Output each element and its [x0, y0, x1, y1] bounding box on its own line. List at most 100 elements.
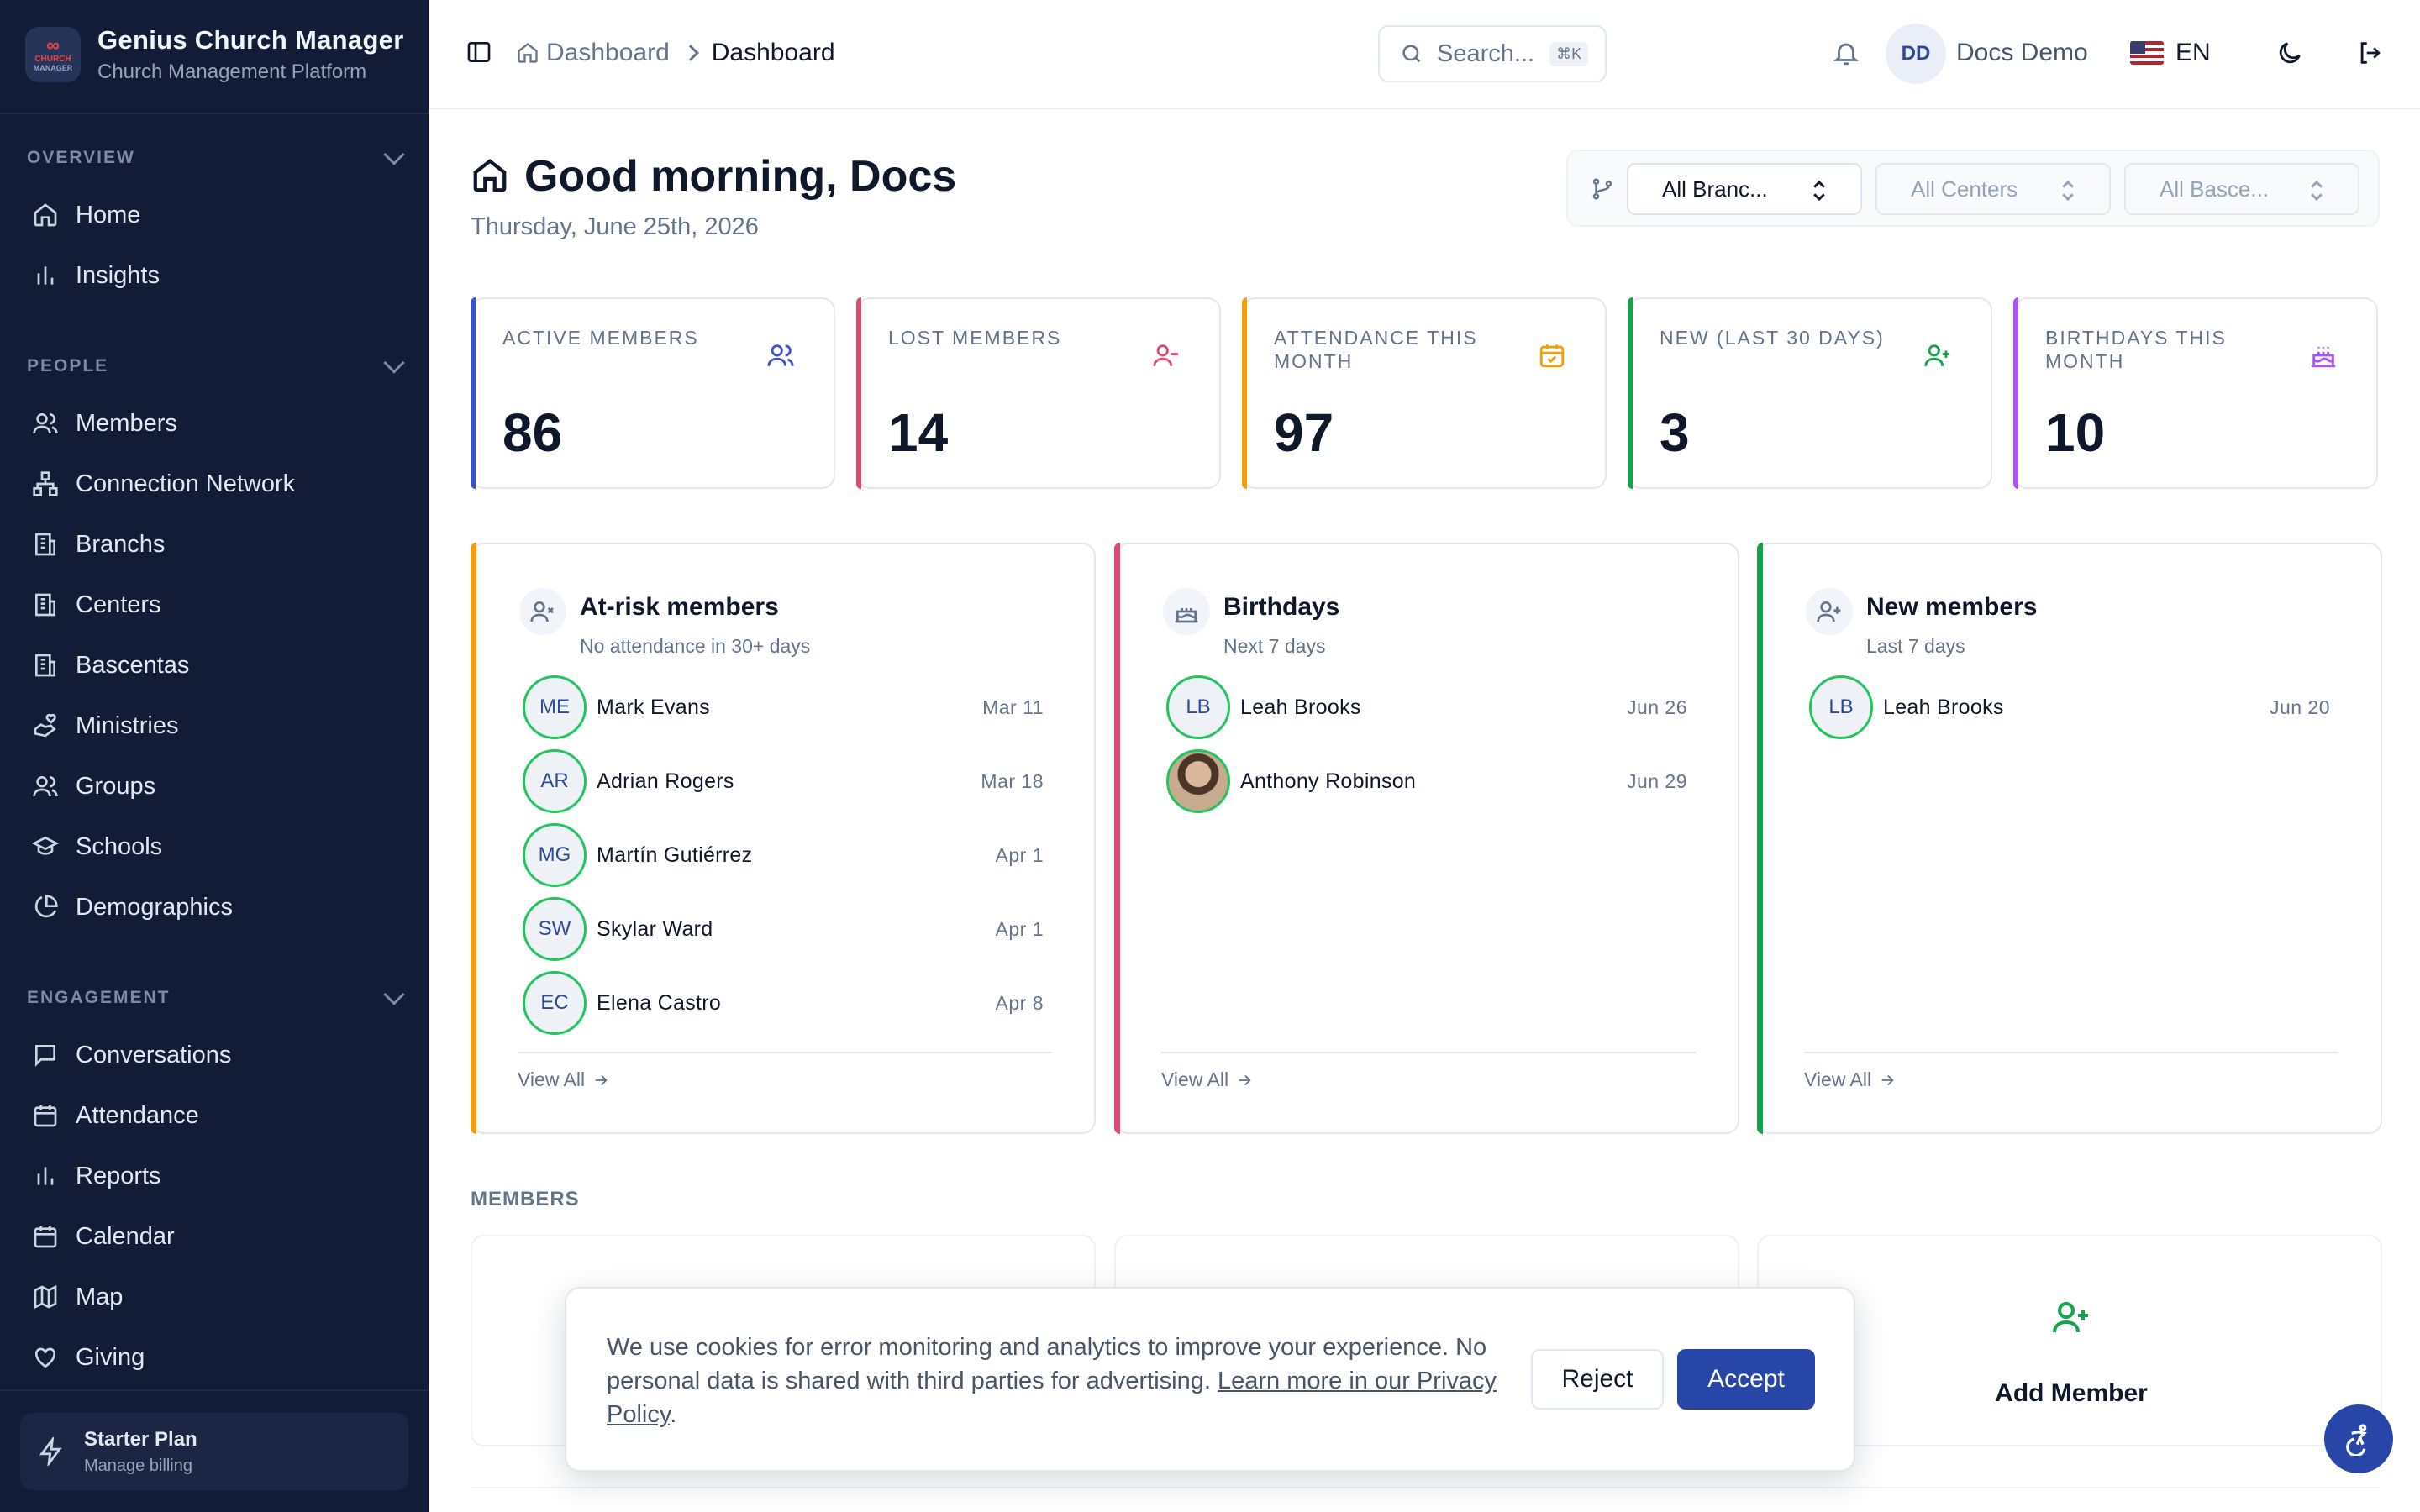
sidebar-item-giving[interactable]: Giving [0, 1327, 429, 1388]
member-date: Jun 26 [1626, 696, 1687, 718]
accessibility-icon [2346, 1424, 2367, 1456]
reject-button[interactable]: Reject [1531, 1349, 1664, 1410]
card-divider [518, 1052, 1052, 1053]
home-icon [518, 43, 538, 63]
app-logo: ∞ CHURCH MANAGER [25, 27, 81, 82]
card-divider [1804, 1052, 2338, 1053]
list-item[interactable]: MG Martín Gutiérrez Apr 1 [523, 823, 1044, 887]
calendar-check-icon [34, 1105, 57, 1127]
list-item[interactable]: LB Leah Brooks Jun 20 [1809, 675, 2330, 739]
accessibility-button[interactable] [2324, 1404, 2393, 1473]
sidebar-item-calendar[interactable]: Calendar [0, 1206, 429, 1267]
list-item[interactable]: AR Adrian Rogers Mar 18 [523, 749, 1044, 813]
sidebar-item-demographics[interactable]: Demographics [0, 877, 429, 937]
search-icon [1402, 45, 1421, 63]
sidebar-item-home[interactable]: Home [0, 185, 429, 245]
user-avatar[interactable]: DD [1886, 24, 1946, 84]
sidebar-item-reports[interactable]: Reports [0, 1146, 429, 1206]
logout-icon[interactable] [2356, 39, 2385, 67]
sidebar-item-ministries[interactable]: Ministries [0, 696, 429, 756]
view-all-link[interactable]: View All [1161, 1068, 1254, 1091]
section-header-overview[interactable]: OVERVIEW [0, 141, 429, 175]
users-icon [33, 413, 58, 434]
sidebar-item-groups[interactable]: Groups [0, 756, 429, 816]
moon-icon[interactable] [2275, 39, 2304, 67]
building-icon [34, 654, 55, 677]
stat-card-attendance[interactable]: ATTENDANCE THIS MONTH 97 [1242, 297, 1607, 489]
stat-label: BIRTHDAYS THIS MONTH [2045, 327, 2227, 372]
sidebar-item-centers[interactable]: Centers [0, 575, 429, 635]
view-all-link[interactable]: View All [518, 1068, 610, 1091]
privacy-policy-link[interactable]: Learn more in our Privacy Policy [607, 1368, 1497, 1428]
stat-card-active-members[interactable]: ACTIVE MEMBERS 86 [471, 297, 835, 489]
chevrons-up-down-icon [1813, 180, 1825, 202]
sidebar-item-connection-network[interactable]: Connection Network [0, 454, 429, 514]
stat-card-birthdays[interactable]: BIRTHDAYS THIS MONTH 10 [2013, 297, 2378, 489]
arrow-right-icon [1239, 1074, 1251, 1085]
language-selector[interactable]: EN [2130, 39, 2211, 67]
sidebar-item-branchs[interactable]: Branchs [0, 514, 429, 575]
card-icon [1163, 588, 1210, 635]
lightning-icon [39, 1437, 62, 1466]
sidebar-item-conversations[interactable]: Conversations [0, 1025, 429, 1085]
stat-card-lost-members[interactable]: LOST MEMBERS 14 [856, 297, 1221, 489]
pie-chart-icon [34, 895, 58, 918]
member-name: Elena Castro [597, 990, 722, 1015]
filter-bar: All Branc... All Centers All Basce... [1566, 150, 2380, 227]
sidebar-item-map[interactable]: Map [0, 1267, 429, 1327]
sidebar-toggle-icon[interactable] [466, 39, 492, 66]
message-icon [35, 1045, 55, 1067]
card-accent-bar [1114, 543, 1120, 1134]
brand[interactable]: ∞ CHURCH MANAGER Genius Church Manager C… [25, 25, 404, 84]
section-header-engagement[interactable]: ENGAGEMENT [0, 981, 429, 1015]
view-all-link[interactable]: View All [1804, 1068, 1897, 1091]
stat-label: ACTIVE MEMBERS [502, 327, 699, 349]
chevron-down-icon [383, 352, 405, 374]
sidebar-item-insights[interactable]: Insights [0, 245, 429, 306]
plan-billing-button[interactable]: Starter Plan Manage billing [20, 1413, 408, 1490]
chevron-down-icon [383, 144, 405, 165]
list-item[interactable]: EC Elena Castro Apr 8 [523, 971, 1044, 1035]
card-accent-bar [471, 543, 476, 1134]
stat-value: 14 [888, 402, 949, 463]
user-name[interactable]: Docs Demo [1956, 39, 2088, 66]
card-divider [1161, 1052, 1696, 1053]
member-date: Mar 11 [982, 696, 1044, 718]
map-icon [34, 1284, 57, 1310]
add-member-card[interactable]: Add Member [1757, 1235, 2382, 1446]
list-item[interactable]: Anthony Robinson Jun 29 [1166, 749, 1687, 813]
member-date: Mar 18 [981, 769, 1044, 792]
graduation-cap-icon [32, 836, 59, 855]
avatar: SW [523, 897, 587, 961]
list-item[interactable]: LB Leah Brooks Jun 26 [1166, 675, 1687, 739]
bar-chart-icon [37, 1167, 54, 1185]
accept-button[interactable]: Accept [1677, 1349, 1815, 1410]
bell-icon[interactable] [1832, 39, 1860, 67]
stat-card-new-members[interactable]: NEW (LAST 30 DAYS) 3 [1628, 297, 1992, 489]
sidebar-item-schools[interactable]: Schools [0, 816, 429, 877]
branch-select[interactable]: All Branc... [1627, 163, 1862, 215]
search-input[interactable]: Search... ⌘K [1378, 25, 1607, 82]
list-item[interactable]: ME Mark Evans Mar 11 [523, 675, 1044, 739]
sidebar-item-members[interactable]: Members [0, 393, 429, 454]
sidebar: ∞ CHURCH MANAGER Genius Church Manager C… [0, 0, 429, 1512]
avatar: LB [1809, 675, 1873, 739]
card-title: New members [1866, 593, 2038, 621]
sidebar-item-bascentas[interactable]: Bascentas [0, 635, 429, 696]
center-select[interactable]: All Centers [1876, 163, 2111, 215]
breadcrumb-link-dashboard[interactable]: Dashboard [546, 39, 670, 66]
member-date: Apr 8 [995, 991, 1044, 1014]
list-item[interactable]: SW Skylar Ward Apr 1 [523, 897, 1044, 961]
member-date: Apr 1 [995, 917, 1044, 940]
member-name: Adrian Rogers [597, 769, 734, 793]
stat-accent-bar [1628, 297, 1633, 489]
user-plus-icon [2053, 1302, 2088, 1333]
calendar-check-icon [1539, 344, 1565, 368]
network-icon [33, 471, 58, 496]
user-plus-icon [1817, 601, 1841, 622]
arrow-right-icon [595, 1074, 608, 1085]
member-name: Leah Brooks [1240, 695, 1361, 719]
section-header-people[interactable]: PEOPLE [0, 349, 429, 383]
bascenta-select[interactable]: All Basce... [2124, 163, 2360, 215]
sidebar-item-attendance[interactable]: Attendance [0, 1085, 429, 1146]
